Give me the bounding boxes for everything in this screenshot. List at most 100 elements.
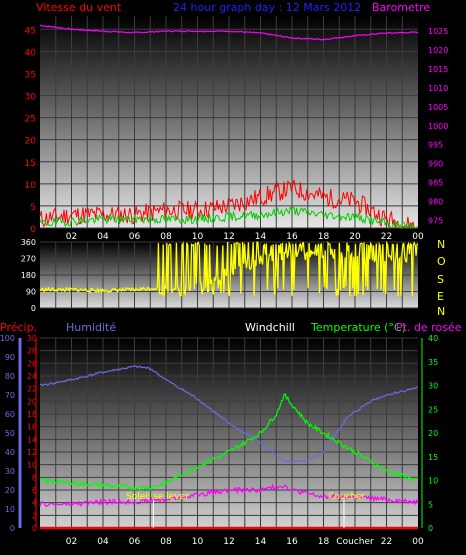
barometer-tick-label: 980 (428, 198, 443, 207)
wind-speed-tick-label: 20 (25, 137, 37, 147)
temperature-tick-label: 35 (428, 358, 438, 367)
temperature-tick-label: 40 (428, 334, 438, 343)
humidity-tick-label: 80 (5, 372, 15, 381)
barometer-tick-label: 975 (428, 216, 443, 225)
precip-tick-label: 22 (27, 385, 37, 394)
hour-tick-label: 16 (286, 537, 298, 547)
hour-tick-label: 00 (412, 232, 424, 242)
temperature-tick-label: 5 (428, 500, 433, 509)
hour-tick-label: 14 (255, 232, 267, 242)
series-barometer (40, 24, 419, 41)
hour-tick-label: 12 (223, 232, 234, 242)
hour-tick-label: 22 (381, 232, 392, 242)
barometer-tick-label: 990 (428, 160, 443, 169)
hour-tick-label: 02 (66, 232, 77, 242)
wind-speed-tick-label: 30 (25, 93, 37, 103)
precip-tick-label: 0 (32, 524, 37, 533)
precip-tick-label: 30 (27, 334, 37, 343)
windchill-label: Windchill (245, 321, 295, 334)
series-wind-direction (39, 240, 419, 297)
precip-tick-label: 28 (27, 347, 37, 356)
precip-tick-label: 10 (27, 461, 37, 470)
direction-tick-label: 180 (21, 271, 36, 280)
temperature-tick-label: 10 (428, 477, 438, 486)
direction-tick-label: 270 (21, 255, 36, 264)
hour-tick-label: Coucher (336, 537, 374, 547)
compass-label-e: E (437, 290, 444, 303)
hour-tick-label: 04 (97, 537, 109, 547)
sunrise-annotation: Soleil se lever (126, 492, 189, 502)
hour-tick-label: 10 (192, 537, 204, 547)
humidity-tick-label: 70 (5, 391, 15, 400)
humidity-tick-label: 100 (0, 334, 15, 343)
hour-tick-label: 00 (412, 537, 424, 547)
precip-tick-label: 14 (27, 435, 37, 444)
humidity-tick-label: 0 (10, 524, 15, 533)
series-dewpoint (39, 483, 419, 508)
humidity-tick-label: 20 (5, 486, 15, 495)
temperature-tick-label: 30 (428, 382, 438, 391)
chart-title: 24 hour graph day : 12 Mars 2012 (173, 1, 361, 14)
hour-tick-label: 18 (318, 232, 330, 242)
wind-speed-tick-label: 45 (25, 26, 36, 36)
series-wind-avg (39, 205, 419, 230)
wind-speed-tick-label: 10 (25, 181, 37, 191)
temperature-tick-label: 15 (428, 453, 438, 462)
humidity-tick-label: 60 (5, 410, 15, 419)
barometer-tick-label: 1005 (428, 103, 448, 112)
direction-tick-label: 90 (26, 288, 36, 297)
precip-tick-label: 12 (27, 448, 37, 457)
barometer-tick-label: 1010 (428, 84, 448, 93)
humidity-tick-label: 50 (5, 429, 15, 438)
wind-speed-tick-label: 25 (25, 115, 36, 125)
hour-tick-label: 08 (160, 232, 172, 242)
hour-tick-label: 10 (192, 232, 204, 242)
hour-tick-label: 20 (349, 232, 361, 242)
compass-label-n: N (437, 238, 445, 251)
temperature-tick-label: 25 (428, 405, 438, 414)
humidity-tick-label: 40 (5, 448, 15, 457)
barometer-tick-label: 1000 (428, 122, 448, 131)
humidity-label: Humidité (66, 321, 116, 334)
series-humidity (39, 365, 419, 464)
precip-tick-label: 26 (27, 359, 37, 368)
precip-tick-label: 8 (32, 473, 37, 482)
hour-tick-label: 22 (381, 537, 392, 547)
humidity-tick-label: 10 (5, 505, 15, 514)
dewpoint-label: Pt. de rosée (396, 321, 462, 334)
wind-speed-axis-label: Vitesse du vent (36, 1, 122, 14)
hour-tick-label: 04 (97, 232, 109, 242)
hour-tick-label: 06 (129, 232, 141, 242)
precip-tick-label: 16 (27, 423, 37, 432)
precip-tick-label: 4 (32, 499, 37, 508)
barometer-tick-label: 1015 (428, 65, 448, 74)
precip-tick-label: 24 (27, 372, 37, 381)
hour-tick-label: 02 (66, 537, 77, 547)
temperature-tick-label: 0 (428, 524, 433, 533)
wind-speed-tick-label: 0 (30, 225, 36, 235)
barometer-tick-label: 995 (428, 141, 443, 150)
hour-tick-label: 08 (160, 537, 172, 547)
direction-tick-label: 360 (21, 238, 36, 247)
hour-tick-label: 16 (286, 232, 298, 242)
hour-tick-label: 06 (129, 537, 141, 547)
hour-tick-label: 14 (255, 537, 267, 547)
temperature-tick-label: 20 (428, 429, 438, 438)
wind-speed-tick-label: 35 (25, 70, 36, 80)
series-wind-gust (39, 179, 418, 229)
barometer-tick-label: 1025 (428, 27, 448, 36)
humidity-tick-label: 90 (5, 353, 15, 362)
wind-speed-tick-label: 15 (25, 159, 36, 169)
sunset-annotation: Coucher (328, 492, 366, 502)
compass-label-n2: N (437, 305, 445, 318)
precip-label: Précip. (0, 321, 37, 334)
barometer-tick-label: 985 (428, 179, 443, 188)
temperature-label: Temperature (°C) (310, 321, 406, 334)
barometer-tick-label: 1020 (428, 46, 448, 55)
precip-tick-label: 6 (32, 486, 37, 495)
barometer-axis-label: Barometre (372, 1, 430, 14)
precip-tick-label: 2 (32, 511, 37, 520)
precip-tick-label: 20 (27, 397, 37, 406)
